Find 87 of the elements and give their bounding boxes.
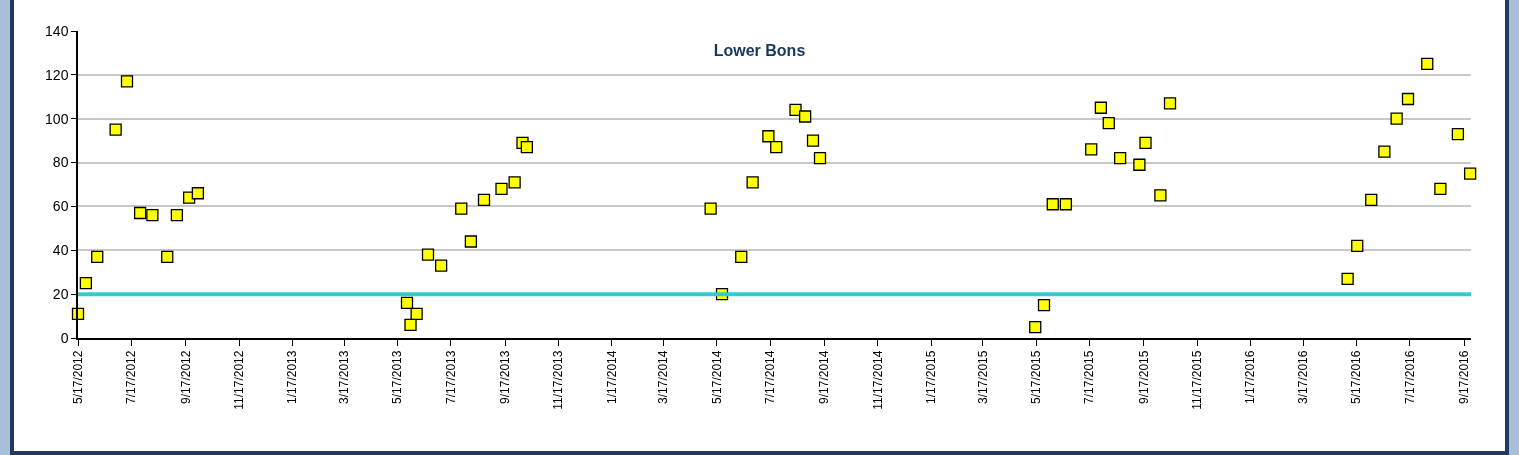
- x-tick-label: 1/17/2014: [604, 350, 619, 404]
- text: Lower Bons: [713, 42, 806, 60]
- x-tick-label: 7/17/2013: [443, 350, 458, 404]
- x-tick-label: 1/17/2015: [924, 350, 939, 404]
- point: [1421, 57, 1434, 71]
- point: [746, 176, 759, 189]
- x-tick-label: 7/17/2012: [124, 350, 139, 404]
- point: [1029, 320, 1042, 334]
- y-tick-label: 40: [52, 242, 69, 259]
- x-tick-label: 9/17/2012: [178, 350, 193, 404]
- point: [410, 307, 423, 321]
- point: [1390, 112, 1403, 125]
- point: [1085, 143, 1098, 156]
- x-tick-label: 1/17/2016: [1243, 350, 1258, 404]
- x-tick-label: 11/17/2015: [1190, 350, 1205, 410]
- point: [1401, 92, 1415, 106]
- point: [1046, 198, 1059, 211]
- point: [1094, 101, 1108, 114]
- x-tick-label: 1/17/2013: [285, 350, 300, 404]
- point: [1463, 167, 1477, 180]
- point: [161, 250, 174, 264]
- point: [400, 296, 414, 310]
- point: [735, 250, 748, 264]
- point: [421, 248, 435, 261]
- x-tick-label: 11/17/2012: [231, 350, 246, 410]
- point: [1133, 158, 1146, 171]
- x-tick-label: 7/17/2015: [1082, 350, 1097, 404]
- point: [1163, 97, 1177, 110]
- point: [1154, 189, 1167, 202]
- x-tick-label: 3/17/2015: [975, 350, 990, 404]
- y-tick-label: 0: [60, 329, 69, 346]
- x-tick-label: 9/17/2013: [497, 350, 512, 404]
- x-tick-label: 5/17/2012: [70, 350, 85, 404]
- point: [798, 110, 812, 123]
- x-tick-label: 7/17/2014: [763, 350, 778, 404]
- point: [1365, 193, 1378, 206]
- x-tick-label: 3/17/2013: [336, 350, 351, 404]
- point: [1059, 198, 1073, 211]
- x-tick-label: 9/17/2016: [1456, 350, 1471, 404]
- x-tick-label: 7/17/2016: [1402, 350, 1417, 404]
- point: [806, 134, 820, 147]
- point: [191, 187, 205, 200]
- point: [813, 152, 827, 165]
- point: [1037, 298, 1051, 312]
- point: [1351, 239, 1364, 253]
- point: [495, 182, 508, 196]
- y-tick-label: 120: [45, 66, 69, 83]
- point: [762, 130, 775, 143]
- point: [170, 209, 184, 222]
- x-tick-label: 11/17/2014: [870, 350, 885, 410]
- point: [1113, 152, 1127, 165]
- point: [1341, 272, 1354, 285]
- x-tick-label: 3/17/2014: [656, 350, 671, 404]
- y-tick-label: 80: [52, 154, 69, 171]
- x-tick-label: 9/17/2014: [817, 350, 832, 404]
- point: [455, 202, 468, 215]
- x-tick-label: 5/17/2015: [1029, 350, 1044, 404]
- y-tick-label: 100: [45, 110, 69, 127]
- point: [1451, 127, 1465, 141]
- point: [133, 206, 147, 220]
- x-tick-label: 5/17/2016: [1349, 350, 1364, 404]
- point: [146, 209, 159, 222]
- point: [120, 75, 134, 88]
- x-tick-label: 9/17/2015: [1136, 350, 1151, 404]
- point: [79, 277, 93, 290]
- point: [109, 123, 122, 136]
- point: [789, 103, 802, 117]
- y-tick-label: 140: [45, 22, 69, 39]
- x-tick-label: 3/17/2016: [1295, 350, 1310, 404]
- x-tick-label: 11/17/2013: [551, 350, 566, 410]
- point: [704, 202, 717, 215]
- y-tick-label: 60: [52, 198, 69, 215]
- point: [464, 235, 478, 248]
- x-tick-label: 5/17/2014: [709, 350, 724, 404]
- point: [434, 259, 448, 272]
- point: [520, 141, 534, 154]
- y-tick-label: 20: [52, 286, 69, 303]
- point: [508, 176, 521, 189]
- point: [1139, 136, 1152, 149]
- point: [91, 250, 104, 264]
- point: [477, 193, 491, 206]
- x-tick-label: 5/17/2013: [390, 350, 405, 404]
- point: [1434, 182, 1447, 196]
- point: [1378, 145, 1391, 158]
- point: [770, 141, 783, 154]
- point: [404, 318, 417, 331]
- point: [1102, 116, 1115, 130]
